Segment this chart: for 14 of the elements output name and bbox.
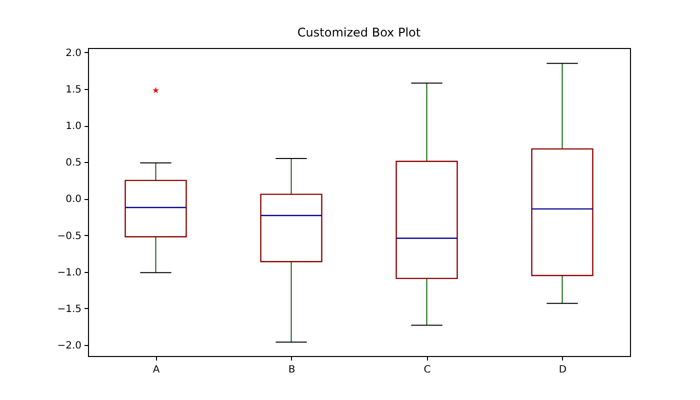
- x-tick-label: C: [424, 364, 431, 376]
- y-tick-label: 0.0: [66, 194, 82, 206]
- y-tick-label: 1.5: [66, 84, 82, 96]
- y-tick-label: −1.5: [57, 304, 82, 315]
- y-tick-label: −0.5: [57, 230, 82, 242]
- x-tick-label: B: [288, 364, 296, 376]
- y-tick-label: 0.5: [66, 158, 82, 169]
- x-tick-label: D: [558, 364, 567, 376]
- y-tick-label: 2.0: [66, 48, 82, 59]
- y-tick-label: −2.0: [57, 340, 82, 352]
- y-tick-label: 1.0: [66, 121, 82, 132]
- y-tick-label: −1.0: [57, 267, 82, 278]
- chart-title: Customized Box Plot: [297, 25, 421, 40]
- x-tick-label: A: [152, 364, 160, 376]
